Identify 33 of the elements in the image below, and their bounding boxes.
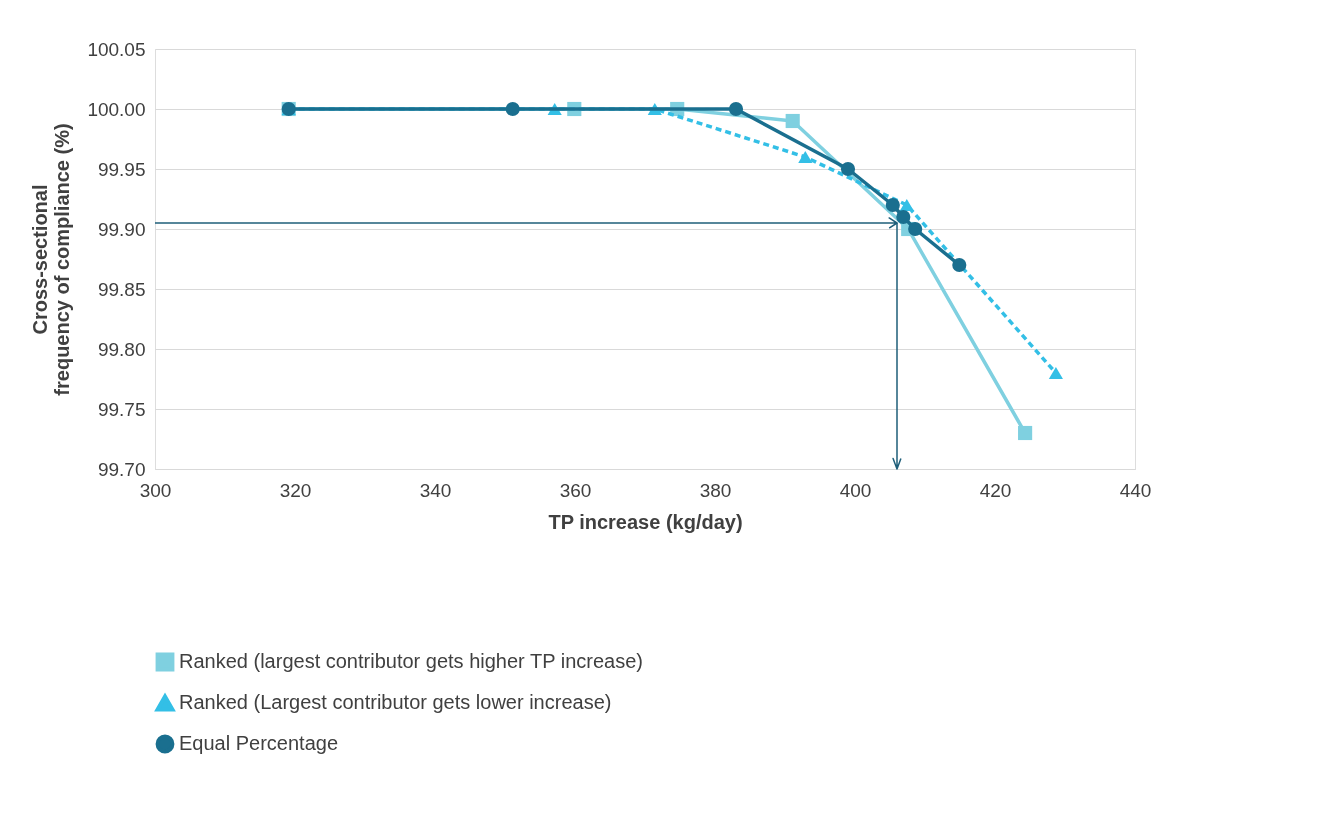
x-tick-label: 420: [979, 479, 1012, 501]
y-tick-label: 100.05: [87, 38, 146, 60]
y-tick-label: 100.00: [87, 98, 146, 120]
legend-label: Ranked (largest contributor gets higher TP increase): [179, 650, 643, 672]
x-tick-label: 340: [419, 479, 452, 501]
x-axis-title: TP increase (kg/day): [548, 510, 743, 533]
y-tick-label: 99.85: [97, 278, 146, 300]
point: [840, 161, 856, 177]
y-tick-label: 99.75: [97, 398, 146, 420]
y-tick-label: 99.80: [97, 338, 146, 360]
y-tick-label: 99.70: [97, 458, 146, 480]
x-tick-label: 300: [139, 479, 172, 501]
point: [952, 257, 967, 273]
point: [899, 198, 914, 212]
x-tick-label: 400: [839, 479, 872, 501]
point: [798, 150, 813, 164]
x-tick-label: 360: [559, 479, 592, 501]
point: [896, 209, 911, 225]
legend-label: Ranked (Largest contributor gets lower increase): [179, 691, 612, 713]
point: [1018, 425, 1033, 441]
x-tick-label: 380: [699, 479, 732, 501]
point: [908, 221, 923, 237]
legend-label: Equal Percentage: [179, 732, 339, 754]
point: [785, 113, 800, 129]
point: [1048, 366, 1063, 380]
point: [728, 101, 744, 117]
point: [505, 101, 520, 117]
y-axis-title: Cross-sectional frequency of compliance (%): [29, 123, 74, 396]
point: [885, 197, 900, 213]
y-tick-label: 99.90: [97, 218, 146, 240]
y-tick-label: 99.95: [97, 158, 146, 180]
x-tick-label: 320: [279, 479, 312, 501]
x-tick-label: 440: [1119, 479, 1152, 501]
